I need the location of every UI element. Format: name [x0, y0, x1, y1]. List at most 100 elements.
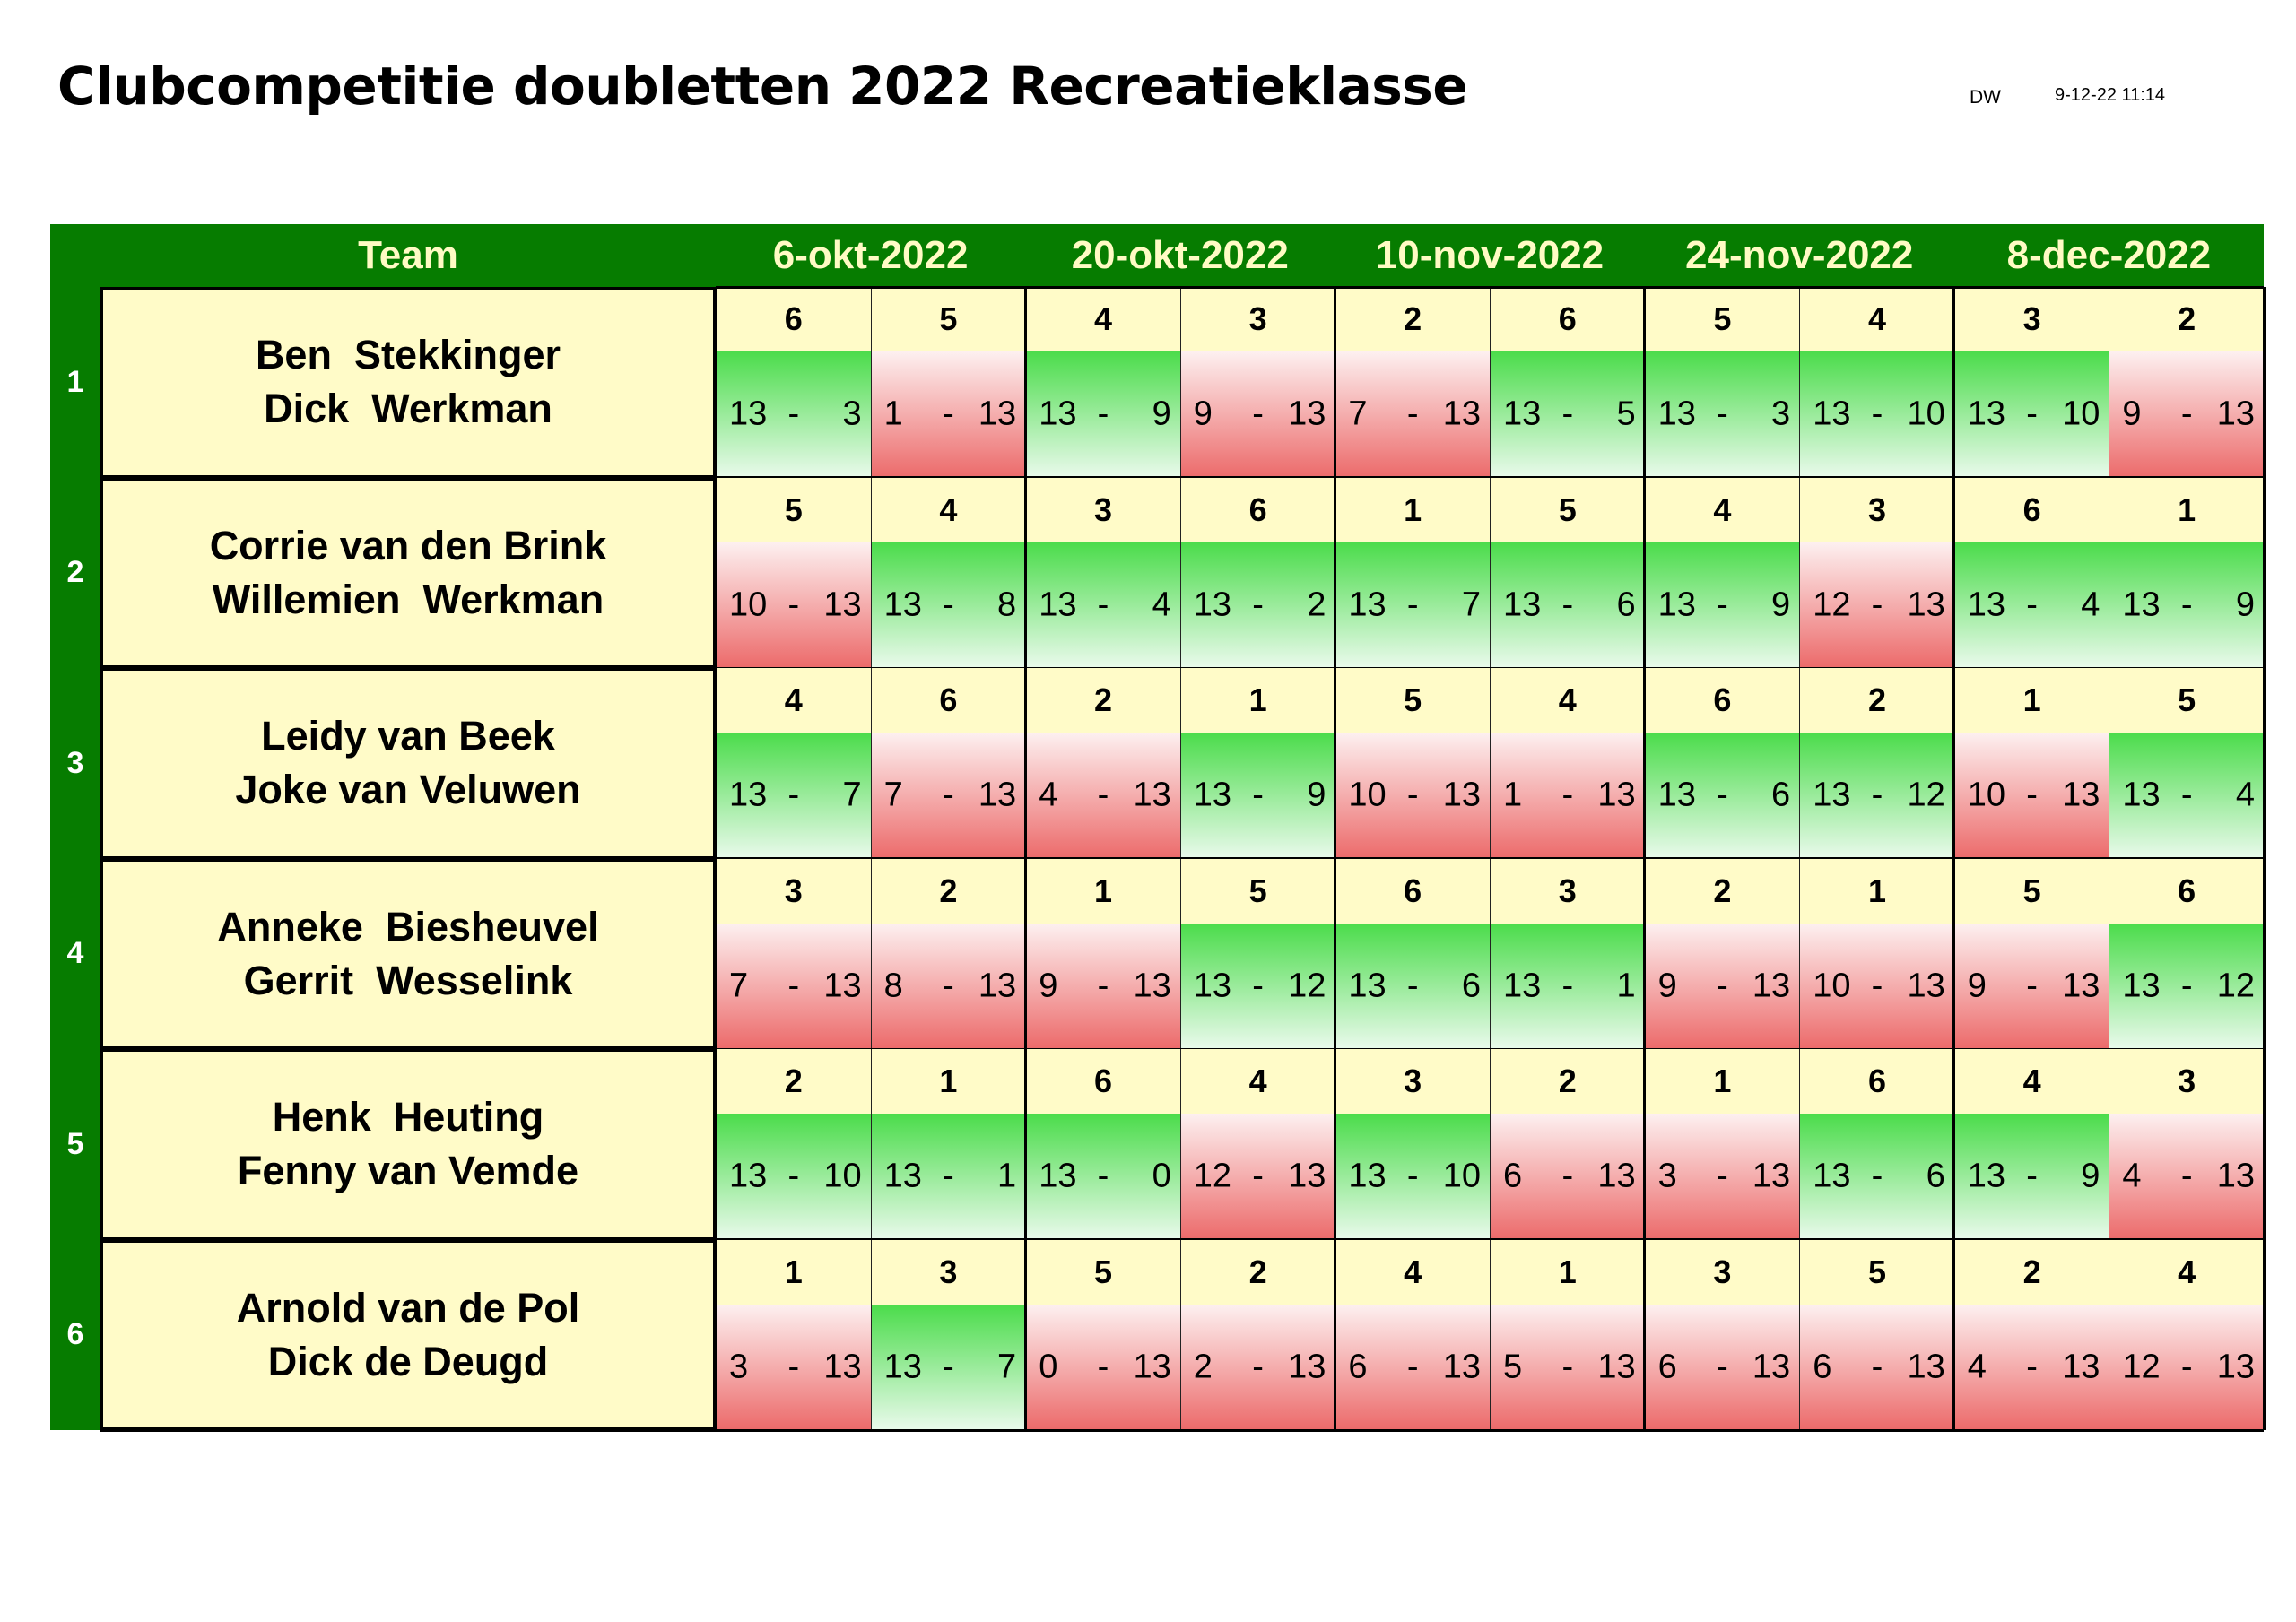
- score-other: 13: [823, 1348, 862, 1386]
- score-separator: -: [1871, 1157, 1883, 1195]
- team-name-cell: Anneke Biesheuvel Gerrit Wesselink: [100, 858, 716, 1049]
- score-separator: -: [1561, 967, 1574, 1005]
- score-cell: 8 -13: [870, 923, 1026, 1049]
- score-cell: 13- 3: [716, 351, 871, 478]
- opponent-number: 6: [1644, 668, 1800, 733]
- score-separator: -: [1097, 1348, 1109, 1386]
- date-divider: [714, 287, 718, 1430]
- score-other: 13: [1752, 967, 1791, 1005]
- score-separator: -: [1717, 585, 1728, 624]
- score-separator: -: [2180, 1348, 2193, 1386]
- score-other: 3: [1771, 395, 1791, 433]
- opponent-number: 3: [1179, 287, 1335, 351]
- score-separator: -: [1717, 776, 1728, 814]
- score-cell: 13- 4: [2109, 733, 2264, 859]
- score-separator: -: [2026, 585, 2038, 624]
- score-cell: 3 -13: [1644, 1114, 1800, 1240]
- score-own: 10: [729, 585, 768, 624]
- score-separator: -: [1252, 585, 1264, 624]
- row-number: 4: [66, 936, 84, 971]
- score-other: 13: [2216, 1157, 2255, 1195]
- score-separator: -: [2180, 585, 2193, 624]
- score-other: 7: [842, 776, 862, 814]
- score-separator: -: [1252, 1157, 1264, 1195]
- opponent-number: 1: [1644, 1049, 1800, 1114]
- row-number-column: [50, 224, 100, 1430]
- date-divider: [1952, 287, 1956, 1430]
- score-cell: 13- 9: [1025, 351, 1180, 478]
- score-separator: -: [1871, 1348, 1883, 1386]
- score-other: 10: [1907, 395, 1945, 433]
- opponent-number: 1: [1490, 1239, 1645, 1305]
- score-cell: 13- 6: [1335, 923, 1490, 1049]
- player-name: Henk Heuting: [272, 1094, 544, 1141]
- opponent-number: 3: [1025, 477, 1180, 542]
- score-own: 13: [883, 1157, 922, 1195]
- score-own: 13: [1348, 585, 1387, 624]
- score-own: 12: [2122, 1348, 2161, 1386]
- score-own: 13: [1039, 585, 1077, 624]
- score-separator: -: [1406, 395, 1419, 433]
- score-cell: 10-13: [716, 542, 871, 668]
- opponent-number: 5: [1799, 1239, 1954, 1305]
- score-own: 12: [1813, 585, 1851, 624]
- score-separator: -: [1252, 1348, 1264, 1386]
- score-other: 4: [1152, 585, 1171, 624]
- opponent-number: 1: [1179, 668, 1335, 733]
- score-other: 13: [1133, 776, 1171, 814]
- score-cell: 13- 9: [1644, 542, 1800, 668]
- player-name: Leidy van Beek: [261, 713, 555, 759]
- score-separator: -: [1252, 967, 1264, 1005]
- score-own: 13: [1348, 1157, 1387, 1195]
- opponent-number: 5: [716, 477, 871, 542]
- player-name: Willemien Werkman: [212, 576, 604, 622]
- opponent-number: 1: [1799, 858, 1954, 924]
- score-cell: 7-13: [1335, 351, 1490, 478]
- score-own: 3: [1657, 1157, 1677, 1195]
- score-separator: -: [2180, 776, 2193, 814]
- score-other: 13: [1288, 1348, 1326, 1386]
- score-own: 1: [1503, 776, 1523, 814]
- opponent-number: 3: [716, 858, 871, 924]
- opponent-number: 5: [870, 287, 1026, 351]
- score-cell: 10-13: [1799, 923, 1954, 1049]
- score-other: 10: [823, 1157, 862, 1195]
- score-own: 13: [1967, 585, 2006, 624]
- date-header: 20-okt-2022: [1025, 224, 1335, 287]
- score-own: 13: [1657, 585, 1696, 624]
- score-cell: 12-13: [2109, 1304, 2264, 1430]
- score-other: 7: [997, 1348, 1017, 1386]
- score-cell: 9-13: [2109, 351, 2264, 478]
- score-other: 0: [1152, 1157, 1171, 1195]
- score-separator: -: [1252, 776, 1264, 814]
- score-cell: 9-13: [1179, 351, 1335, 478]
- score-other: 13: [1752, 1157, 1791, 1195]
- date-divider: [1643, 287, 1647, 1430]
- score-cell: 13- 1: [870, 1114, 1026, 1240]
- score-other: 9: [2235, 585, 2255, 624]
- opponent-number: 5: [1335, 668, 1490, 733]
- score-separator: -: [943, 967, 954, 1005]
- opponent-number: 3: [1490, 858, 1645, 924]
- score-separator: -: [1406, 776, 1419, 814]
- score-own: 13: [2122, 776, 2161, 814]
- opponent-number: 6: [2109, 858, 2264, 924]
- score-separator: -: [1097, 585, 1109, 624]
- score-cell: 9-13: [1953, 923, 2109, 1049]
- score-cell: 13-10: [1799, 351, 1954, 478]
- team-name-cell: Arnold van de Pol Dick de Deugd: [100, 1239, 716, 1430]
- score-other: 1: [1616, 967, 1636, 1005]
- opponent-number: 1: [716, 1239, 871, 1305]
- score-other: 13: [978, 967, 1017, 1005]
- score-own: 13: [1657, 776, 1696, 814]
- player-name: Anneke Biesheuvel: [217, 903, 599, 950]
- opponent-number: 5: [1179, 858, 1335, 924]
- score-own: 13: [1657, 395, 1696, 433]
- score-own: 8: [883, 967, 903, 1005]
- score-own: 4: [1039, 776, 1058, 814]
- row-number: 3: [66, 745, 84, 780]
- opponent-number: 6: [870, 668, 1026, 733]
- score-cell: 13- 7: [870, 1304, 1026, 1430]
- score-own: 7: [1348, 395, 1368, 433]
- score-own: 13: [1967, 395, 2006, 433]
